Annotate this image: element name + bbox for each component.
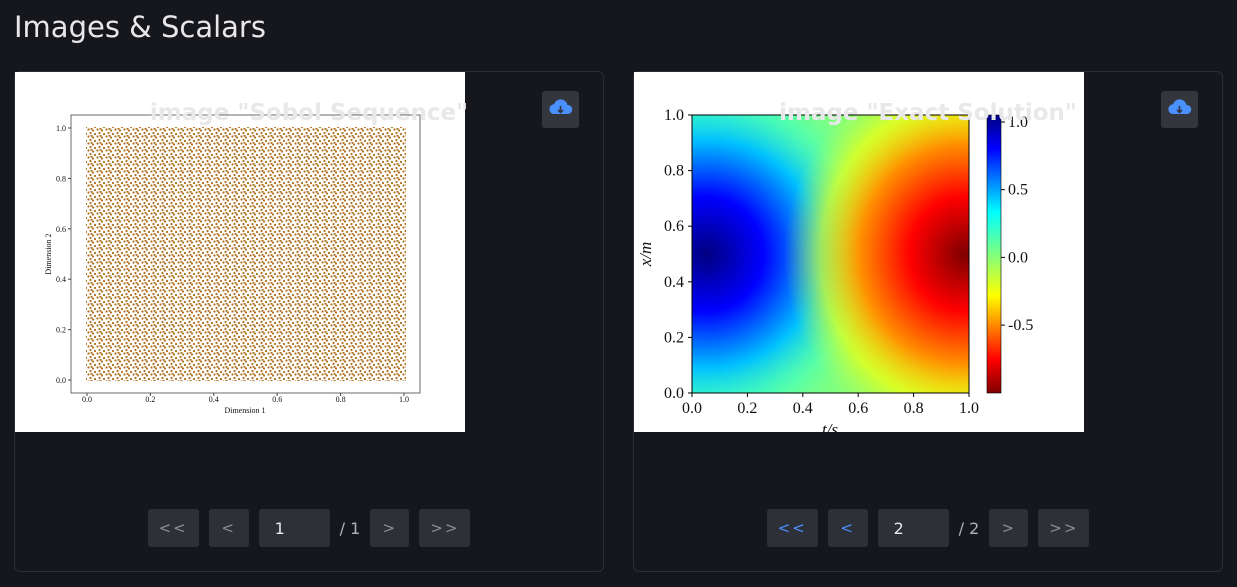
cbar-tick-label: 1.0: [1008, 114, 1028, 131]
arrow: [557, 106, 564, 114]
next-button[interactable]: >: [370, 509, 410, 547]
x-tick-label: 0.8: [904, 400, 924, 417]
y-tick-label: 0.8: [664, 163, 684, 180]
y-tick-label: 1.0: [56, 124, 66, 133]
x-tick-label: 0.4: [793, 400, 813, 417]
axes-frame: [691, 114, 970, 394]
y-axis-label: Dimension 2: [44, 233, 53, 274]
x-tick-label: 0.8: [336, 395, 346, 404]
x-tick-label: 0.0: [82, 395, 92, 404]
cbar-tick-label: 0.0: [1008, 249, 1028, 266]
last-button[interactable]: >>: [1038, 509, 1090, 547]
first-button[interactable]: <<: [147, 509, 199, 547]
download-button[interactable]: [1161, 91, 1198, 128]
x-tick-label: 0.2: [737, 400, 757, 417]
pager: << <1/ 1 > >>: [15, 509, 603, 547]
y-tick-label: 0.4: [664, 274, 684, 291]
page-input[interactable]: 1: [258, 509, 330, 547]
axes-frame: [70, 114, 421, 394]
y-tick-label: 0.0: [664, 385, 684, 402]
panel-title: image "Sobol Sequence": [149, 100, 469, 126]
colorbar: [986, 114, 1002, 394]
pager: << <2/ 2 > >>: [634, 509, 1222, 547]
y-tick-label: 0.2: [56, 326, 66, 335]
last-button[interactable]: >>: [419, 509, 471, 547]
panel-title: image "Exact Solution": [779, 100, 1077, 126]
y-tick-label: 0.6: [664, 218, 684, 235]
first-button[interactable]: <<: [766, 509, 818, 547]
panel: image "Sobol Sequence" 0.0 0.2 0.4 0.6 0.8 1.0…: [14, 71, 604, 572]
y-tick-label: 0.0: [56, 376, 66, 385]
heat-red: [784, 115, 969, 393]
points: [86, 127, 406, 381]
page-total: / 2: [958, 518, 980, 538]
panel: image "Exact Solution" 0.0 0.2 0.4 0.6 0.8 1.0…: [633, 71, 1223, 572]
download-icon: [549, 99, 573, 114]
download-button[interactable]: [542, 91, 579, 128]
x-tick-label: 0.4: [209, 395, 219, 404]
x-axis-label: Dimension 1: [224, 406, 265, 415]
x-tick-label: 1.0: [399, 395, 409, 404]
x-tick-label: 1.0: [959, 400, 979, 417]
x-tick-label: 0.2: [145, 395, 155, 404]
page-input[interactable]: 2: [877, 509, 949, 547]
next-button[interactable]: >: [989, 509, 1029, 547]
page-title: Images & Scalars: [14, 10, 266, 44]
x-tick-label: 0.6: [272, 395, 282, 404]
heatmap: [692, 115, 969, 393]
arrow: [1176, 106, 1183, 114]
cbar-tick-label: -0.5: [1008, 317, 1033, 334]
prev-button[interactable]: <: [827, 509, 868, 547]
x-tick-label: 0.0: [682, 400, 702, 417]
y-tick-label: 0.4: [56, 275, 66, 284]
x-tick-label: 0.6: [848, 400, 868, 417]
prev-button[interactable]: <: [208, 509, 249, 547]
y-tick-label: 0.6: [56, 225, 66, 234]
plot-image: 0.0 0.2 0.4 0.6 0.8 1.0 0.0 0.2 0.4 0.6 0.8 1.0 1.0 0…: [634, 72, 1084, 439]
page-total: / 1: [339, 518, 361, 538]
y-tick-label: 0.8: [56, 174, 66, 183]
plot-image: 0.0 0.2 0.4 0.6 0.8 1.0 0.0 0.2 0.4 0.6 0.8 1.0 Dime…: [15, 72, 465, 432]
x-axis-label: t/s: [822, 420, 838, 432]
y-axis-label: x/m: [636, 242, 655, 268]
cbar-tick-label: 0.5: [1008, 182, 1028, 199]
download-icon: [1168, 99, 1192, 114]
y-tick-label: 1.0: [664, 107, 684, 124]
y-tick-label: 0.2: [664, 329, 684, 346]
